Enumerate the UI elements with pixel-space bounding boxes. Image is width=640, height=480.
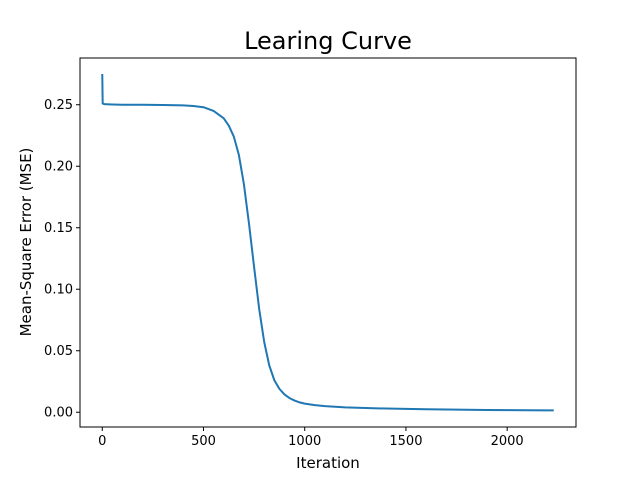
series-line-0 bbox=[101, 73, 554, 412]
x-tick-label: 2000 bbox=[491, 434, 524, 449]
x-tick-label: 500 bbox=[191, 434, 216, 449]
y-tick-label: 0.00 bbox=[44, 406, 73, 421]
x-tick-label: 0 bbox=[98, 434, 106, 449]
chart-title: Learing Curve bbox=[244, 27, 412, 55]
plot-frame bbox=[79, 57, 577, 428]
x-axis-label: Iteration bbox=[296, 454, 360, 472]
y-axis-label: Mean-Square Error (MSE) bbox=[17, 148, 35, 337]
x-tick-label: 1000 bbox=[288, 434, 321, 449]
plot-area bbox=[79, 57, 577, 428]
y-tick-label: 0.20 bbox=[44, 160, 73, 175]
y-tick-label: 0.15 bbox=[44, 221, 73, 236]
x-tick-label: 1500 bbox=[389, 434, 422, 449]
x-axis-ticks: 0 500 1000 1500 2000 bbox=[98, 427, 524, 449]
y-axis-ticks: 0.00 0.05 0.10 0.15 0.20 0.25 bbox=[44, 98, 80, 421]
y-tick-label: 0.05 bbox=[44, 344, 73, 359]
y-tick-label: 0.10 bbox=[44, 283, 73, 298]
y-tick-label: 0.25 bbox=[44, 98, 73, 113]
